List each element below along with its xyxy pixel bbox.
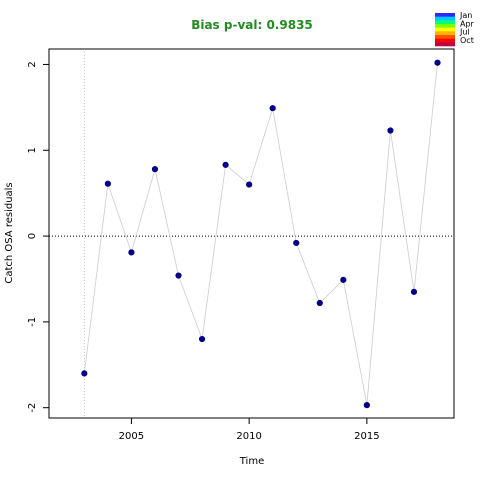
legend-color-swatch xyxy=(435,27,455,32)
plot-area xyxy=(48,48,455,419)
x-axis-label: Time xyxy=(239,456,264,467)
legend-color-swatch xyxy=(435,24,455,28)
data-point-2011 xyxy=(269,105,276,112)
legend-color-swatch xyxy=(435,20,455,25)
data-point-2005 xyxy=(128,249,135,256)
data-points xyxy=(81,59,441,409)
y-tick-label-1: 1 xyxy=(27,147,38,153)
data-point-2015 xyxy=(363,402,370,409)
data-point-2004 xyxy=(104,180,111,187)
reference-lines xyxy=(49,49,454,418)
legend-label-oct: Oct xyxy=(460,36,474,45)
data-point-2009 xyxy=(222,161,229,168)
data-point-2017 xyxy=(410,288,418,295)
x-tick-label-2010: 2010 xyxy=(236,431,261,442)
data-point-2003 xyxy=(81,370,88,377)
x-axis: 2005 2010 2015 xyxy=(119,418,380,442)
legend-color-swatch xyxy=(435,35,455,39)
legend-label-jan: Jan xyxy=(459,11,472,20)
data-point-2008 xyxy=(198,335,206,343)
legend-color-swatch xyxy=(435,13,455,17)
legend-label-jul: Jul xyxy=(459,28,470,37)
y-axis: -2 -1 0 1 2 xyxy=(27,61,49,413)
data-point-2012 xyxy=(293,239,300,247)
chart-title: Bias p-val: 0.9835 xyxy=(191,18,313,32)
data-point-2006 xyxy=(151,166,159,173)
legend-color-swatch xyxy=(435,38,455,43)
series-connector xyxy=(83,62,438,406)
y-tick-label-0: 0 xyxy=(27,233,38,239)
legend-color-swatch xyxy=(435,16,455,21)
legend-color-swatch xyxy=(435,31,455,36)
legend-color-swatch xyxy=(435,42,455,47)
x-tick-label-2005: 2005 xyxy=(119,431,144,442)
data-point-2016 xyxy=(387,127,394,134)
legend-label-apr: Apr xyxy=(460,19,475,28)
y-tick-label--1: -1 xyxy=(27,317,38,327)
y-axis-label: Catch OSA residuals xyxy=(4,182,15,283)
data-point-2010 xyxy=(246,181,253,188)
y-tick-label-2: 2 xyxy=(27,61,38,67)
y-tick-label--2: -2 xyxy=(27,403,38,413)
x-tick-label-2015: 2015 xyxy=(354,431,379,442)
data-point-2018 xyxy=(434,59,441,66)
series-line xyxy=(83,62,438,406)
data-point-2014 xyxy=(340,276,347,283)
data-point-2013 xyxy=(316,299,323,307)
data-point-2007 xyxy=(175,272,182,279)
